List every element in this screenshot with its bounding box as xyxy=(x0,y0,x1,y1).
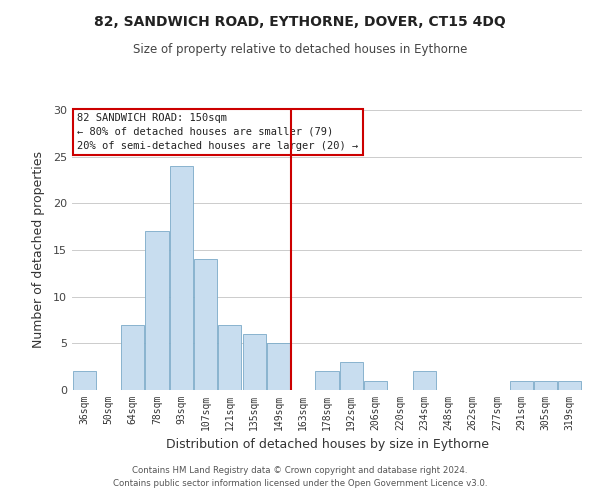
Bar xyxy=(145,232,169,390)
Bar xyxy=(73,372,95,390)
X-axis label: Distribution of detached houses by size in Eythorne: Distribution of detached houses by size … xyxy=(166,438,488,452)
Bar xyxy=(534,380,557,390)
Bar xyxy=(413,372,436,390)
Bar xyxy=(510,380,533,390)
Text: 82, SANDWICH ROAD, EYTHORNE, DOVER, CT15 4DQ: 82, SANDWICH ROAD, EYTHORNE, DOVER, CT15… xyxy=(94,15,506,29)
Y-axis label: Number of detached properties: Number of detached properties xyxy=(32,152,44,348)
Bar xyxy=(267,344,290,390)
Text: Size of property relative to detached houses in Eythorne: Size of property relative to detached ho… xyxy=(133,42,467,56)
Bar xyxy=(340,362,363,390)
Bar xyxy=(316,372,338,390)
Bar xyxy=(559,380,581,390)
Bar xyxy=(242,334,266,390)
Text: Contains HM Land Registry data © Crown copyright and database right 2024.
Contai: Contains HM Land Registry data © Crown c… xyxy=(113,466,487,487)
Bar xyxy=(121,324,144,390)
Text: 82 SANDWICH ROAD: 150sqm
← 80% of detached houses are smaller (79)
20% of semi-d: 82 SANDWICH ROAD: 150sqm ← 80% of detach… xyxy=(77,113,358,151)
Bar xyxy=(218,324,241,390)
Bar xyxy=(170,166,193,390)
Bar xyxy=(364,380,387,390)
Bar xyxy=(194,260,217,390)
